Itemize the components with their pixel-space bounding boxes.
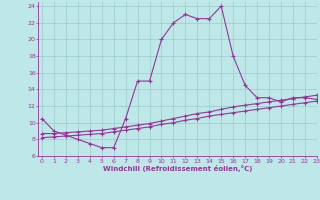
X-axis label: Windchill (Refroidissement éolien,°C): Windchill (Refroidissement éolien,°C) bbox=[103, 165, 252, 172]
